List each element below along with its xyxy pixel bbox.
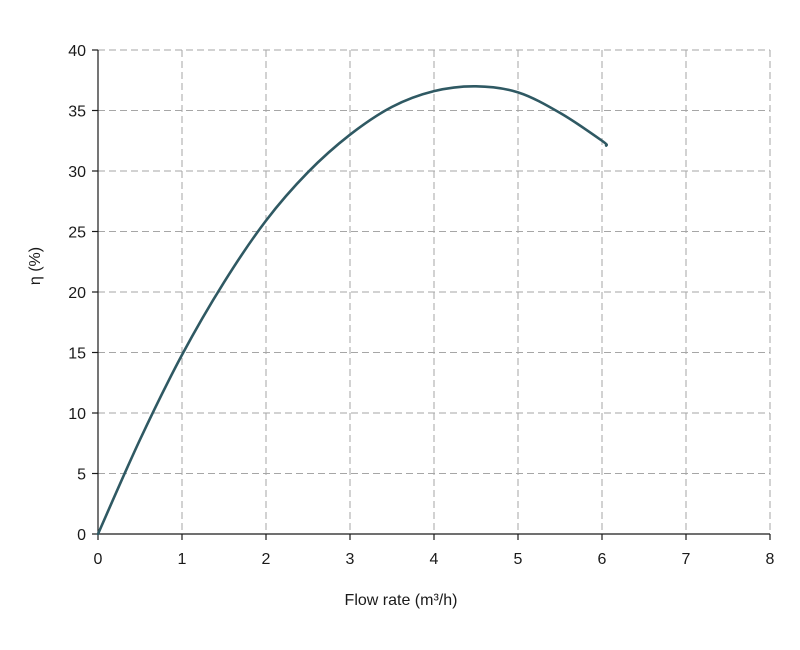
- x-tick-label: 3: [346, 551, 355, 568]
- x-tick-label: 4: [430, 551, 439, 568]
- x-tick-label: 0: [94, 551, 103, 568]
- x-tick-label: 1: [178, 551, 187, 568]
- y-tick-label: 25: [68, 225, 86, 242]
- y-tick-label: 20: [68, 285, 86, 302]
- y-axis-title: η (%): [27, 247, 44, 285]
- grid: [98, 49, 771, 534]
- x-tick-label: 6: [598, 551, 607, 568]
- y-tick-label: 0: [77, 527, 86, 544]
- y-tick-label: 15: [68, 346, 86, 363]
- series-layer: [96, 84, 609, 536]
- x-tick-label: 8: [766, 551, 775, 568]
- x-tick-label: 2: [262, 551, 271, 568]
- y-tick-label: 40: [68, 43, 86, 60]
- x-axis-title: Flow rate (m³/h): [345, 592, 458, 609]
- y-tick-label: 35: [68, 104, 86, 121]
- efficiency-curve: [96, 84, 609, 536]
- tick-labels: 0 1 2 3 4 5 6 7 8 0 5 10 15 20 25 30 35 40: [68, 43, 774, 568]
- x-tick-label: 5: [514, 551, 523, 568]
- y-tick-label: 5: [77, 467, 86, 484]
- x-tick-label: 7: [682, 551, 691, 568]
- axes: [92, 49, 771, 540]
- y-tick-label: 10: [68, 406, 86, 423]
- y-tick-label: 30: [68, 164, 86, 181]
